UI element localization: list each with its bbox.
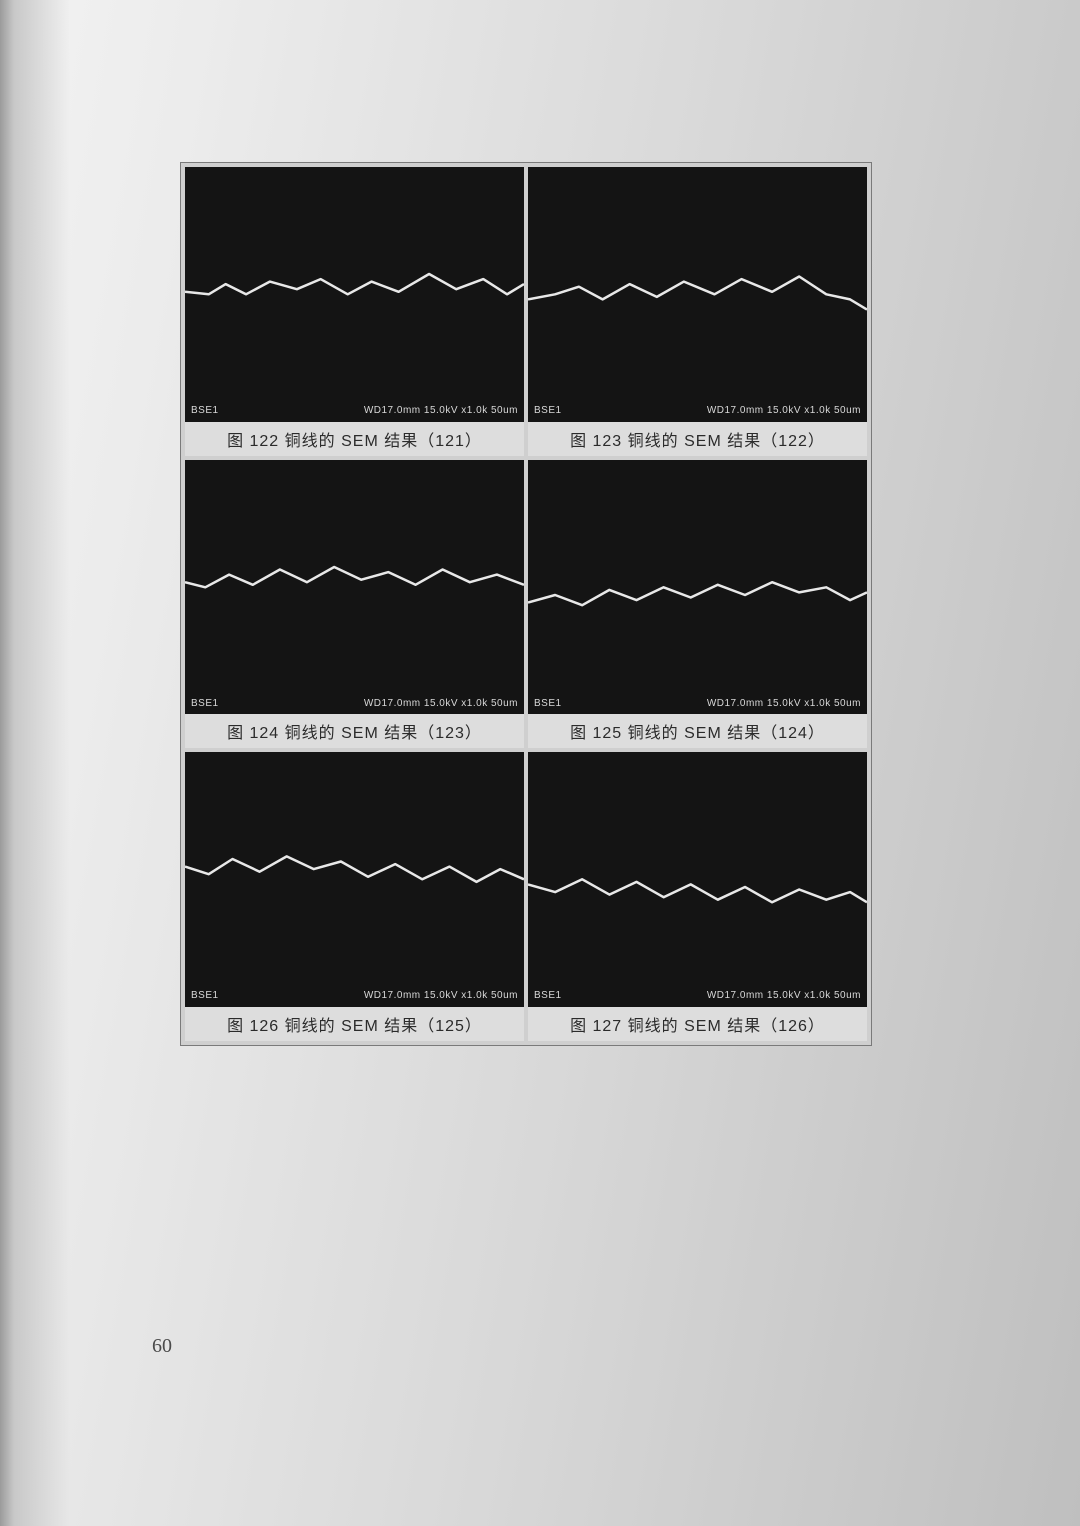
sem-surface-trace xyxy=(185,752,524,1007)
scanned-page: BSE1 WD17.0mm 15.0kV x1.0k 50um 图 122 铜线的 … xyxy=(0,0,1080,1526)
sem-panel: BSE1 WD17.0mm 15.0kV x1.0k 50um 图 126 铜线的 … xyxy=(185,752,524,1041)
sem-detector-label: BSE1 xyxy=(534,698,562,709)
sem-grid-container: BSE1 WD17.0mm 15.0kV x1.0k 50um 图 122 铜线的 … xyxy=(181,163,871,1045)
sem-info-bar: BSE1 WD17.0mm 15.0kV x1.0k 50um xyxy=(528,400,867,422)
sem-info-bar: BSE1 WD17.0mm 15.0kV x1.0k 50um xyxy=(185,692,524,714)
sem-figure-grid: BSE1 WD17.0mm 15.0kV x1.0k 50um 图 122 铜线的 … xyxy=(180,162,872,1046)
sem-detector-label: BSE1 xyxy=(534,990,562,1001)
sem-caption: 图 127 铜线的 SEM 结果（126） xyxy=(528,1007,867,1041)
sem-micrograph: BSE1 WD17.0mm 15.0kV x1.0k 50um xyxy=(185,460,524,715)
sem-info-bar: BSE1 WD17.0mm 15.0kV x1.0k 50um xyxy=(185,400,524,422)
sem-micrograph: BSE1 WD17.0mm 15.0kV x1.0k 50um xyxy=(185,752,524,1007)
sem-caption: 图 126 铜线的 SEM 结果（125） xyxy=(185,1007,524,1041)
sem-panel: BSE1 WD17.0mm 15.0kV x1.0k 50um 图 124 铜线的 … xyxy=(185,460,524,749)
sem-detector-label: BSE1 xyxy=(191,405,219,416)
sem-caption: 图 122 铜线的 SEM 结果（121） xyxy=(185,422,524,456)
sem-info-bar: BSE1 WD17.0mm 15.0kV x1.0k 50um xyxy=(185,985,524,1007)
sem-panel: BSE1 WD17.0mm 15.0kV x1.0k 50um 图 122 铜线的 … xyxy=(185,167,524,456)
sem-params-label: WD17.0mm 15.0kV x1.0k 50um xyxy=(364,698,518,709)
sem-panel: BSE1 WD17.0mm 15.0kV x1.0k 50um 图 123 铜线的 … xyxy=(528,167,867,456)
sem-info-bar: BSE1 WD17.0mm 15.0kV x1.0k 50um xyxy=(528,692,867,714)
sem-params-label: WD17.0mm 15.0kV x1.0k 50um xyxy=(364,405,518,416)
sem-caption: 图 125 铜线的 SEM 结果（124） xyxy=(528,714,867,748)
sem-micrograph: BSE1 WD17.0mm 15.0kV x1.0k 50um xyxy=(185,167,524,422)
sem-micrograph: BSE1 WD17.0mm 15.0kV x1.0k 50um xyxy=(528,460,867,715)
sem-detector-label: BSE1 xyxy=(191,698,219,709)
sem-surface-trace xyxy=(185,167,524,422)
sem-micrograph: BSE1 WD17.0mm 15.0kV x1.0k 50um xyxy=(528,167,867,422)
page-number: 60 xyxy=(152,1335,172,1358)
sem-detector-label: BSE1 xyxy=(534,405,562,416)
sem-panel: BSE1 WD17.0mm 15.0kV x1.0k 50um 图 127 铜线的 … xyxy=(528,752,867,1041)
sem-surface-trace xyxy=(528,752,867,1007)
sem-params-label: WD17.0mm 15.0kV x1.0k 50um xyxy=(707,990,861,1001)
sem-params-label: WD17.0mm 15.0kV x1.0k 50um xyxy=(364,990,518,1001)
sem-surface-trace xyxy=(185,460,524,715)
sem-params-label: WD17.0mm 15.0kV x1.0k 50um xyxy=(707,405,861,416)
sem-detector-label: BSE1 xyxy=(191,990,219,1001)
sem-caption: 图 123 铜线的 SEM 结果（122） xyxy=(528,422,867,456)
sem-info-bar: BSE1 WD17.0mm 15.0kV x1.0k 50um xyxy=(528,985,867,1007)
sem-surface-trace xyxy=(528,460,867,715)
sem-params-label: WD17.0mm 15.0kV x1.0k 50um xyxy=(707,698,861,709)
sem-surface-trace xyxy=(528,167,867,422)
sem-caption: 图 124 铜线的 SEM 结果（123） xyxy=(185,714,524,748)
book-spine-shadow xyxy=(0,0,70,1526)
sem-micrograph: BSE1 WD17.0mm 15.0kV x1.0k 50um xyxy=(528,752,867,1007)
sem-panel: BSE1 WD17.0mm 15.0kV x1.0k 50um 图 125 铜线的 … xyxy=(528,460,867,749)
